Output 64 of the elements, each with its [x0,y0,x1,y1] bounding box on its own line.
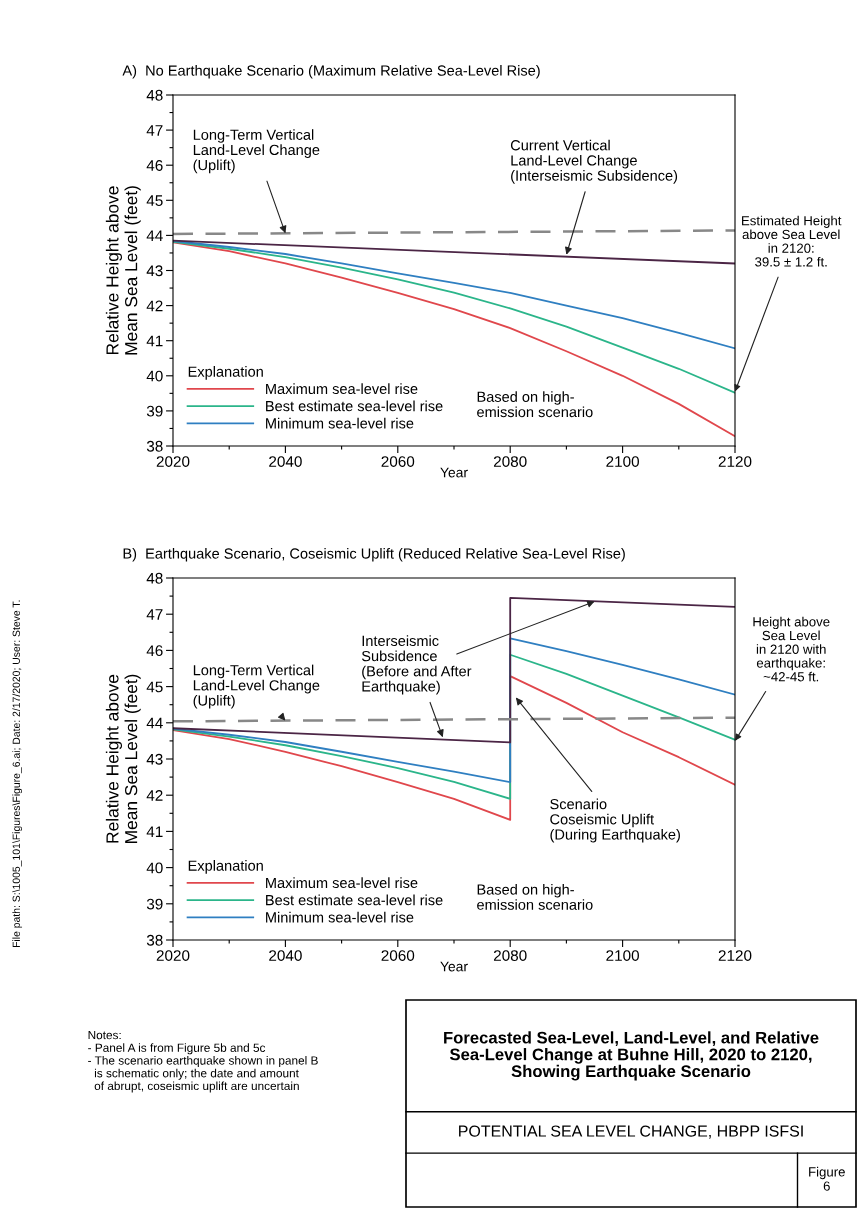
y-tick-label: 43 [146,265,163,277]
x-axis-title: Year [440,961,468,972]
y-tick-label: 38 [146,440,163,452]
x-tick-label: 2080 [493,456,527,467]
annotation: Long-Term Vertical Land-Level Change (Uplift) [193,664,320,709]
annotation: Estimated Height above Sea Level in 2120: 39.5 ± 1.2 ft. [742,215,842,267]
text: File path: S:\1005_101\Figures\Figure_6.ai; Date: 2/17/2020; User: Steve T. [12,600,23,948]
x-tick-label: 2020 [156,950,190,961]
chart-title: B) Earthquake Scenario, Coseismic Uplift (Reduced Relative Sea-Level Rise) [123,547,625,562]
y-tick-label: 39 [146,405,163,417]
annotation: Long-Term Vertical Land-Level Change (Uplift) [193,129,320,174]
line-series [173,241,735,438]
y-tick-label: 39 [146,898,163,910]
legend-label: Maximum sea-level rise [266,877,418,889]
y-tick-label: 46 [146,645,163,657]
annotation: Based on high- emission scenario [477,391,593,418]
line-series [173,597,735,744]
y-tick-label: 45 [146,681,163,693]
x-tick-label: 2040 [269,950,302,961]
y-tick-label: 47 [146,609,163,620]
y-tick-label: 46 [146,160,163,171]
legend-label: Maximum sea-level rise [266,383,418,395]
text: Forecasted Sea-Level, Land-Level, and Relative Sea-Level Change at Buhne Hill, 2020 to 2120, Showing Earthquake Scenario [444,1031,819,1081]
x-tick-label: 2060 [381,950,415,961]
y-tick-label: 45 [146,195,163,206]
y-tick-label: 42 [146,300,163,312]
x-tick-label: 2040 [269,456,302,467]
y-axis-title: Relative Height above Mean Sea Level (feet) [105,674,141,843]
annotation: Scenario Coseismic Uplift (During Earthquake) [550,798,680,843]
x-axis-title: Year [440,467,468,478]
x-tick-label: 2100 [606,456,639,467]
legend-title: Explanation [188,366,263,380]
y-axis-title: Relative Height above Mean Sea Level (feet) [105,186,141,355]
annotation: Current Vertical Land-Level Change (Interseismic Subsidence) [510,139,678,184]
text: POTENTIAL SEA LEVEL CHANGE, HBPP ISFSI [459,1125,803,1139]
y-tick-label: 48 [146,572,163,584]
y-tick-label: 44 [146,230,163,241]
chart-title: A) No Earthquake Scenario (Maximum Relative Sea-Level Rise) [122,64,540,79]
legend-title: Explanation [188,860,263,874]
y-tick-label: 38 [146,934,163,946]
y-tick-label: 43 [146,753,163,765]
x-tick-label: 2120 [718,456,752,467]
caption: Figure 6 [809,1166,845,1191]
legend-label: Best estimate sea-level rise [266,400,443,412]
y-tick-label: 42 [146,790,163,801]
x-tick-label: 2120 [718,950,752,961]
legend-label: Minimum sea-level rise [266,417,414,429]
annotation: Interseismic Subsidence (Before and After Earthquake) [361,635,472,695]
annotation: Based on high- emission scenario [477,883,593,910]
y-tick-label: 41 [146,335,163,347]
legend-label: Minimum sea-level rise [266,911,414,923]
y-tick-label: 48 [146,89,163,101]
x-tick-label: 2020 [156,456,190,467]
y-tick-label: 40 [146,862,163,874]
y-tick-label: 44 [146,717,163,729]
text: Notes: - Panel A is from Figure 5b and 5c - The scenario earthquake shown in panel B is schematic only; the date and amount of abrupt, coseismic uplift are uncertain [88,1031,318,1093]
x-tick-label: 2080 [493,950,527,961]
legend-label: Best estimate sea-level rise [266,894,443,906]
annotation: Height above Sea Level in 2120 with earthquake: ~42-45 ft. [753,616,830,682]
y-tick-label: 41 [146,826,163,837]
y-tick-label: 40 [146,370,163,382]
x-tick-label: 2060 [381,456,415,467]
x-tick-label: 2100 [606,950,639,961]
y-tick-label: 47 [146,125,163,136]
